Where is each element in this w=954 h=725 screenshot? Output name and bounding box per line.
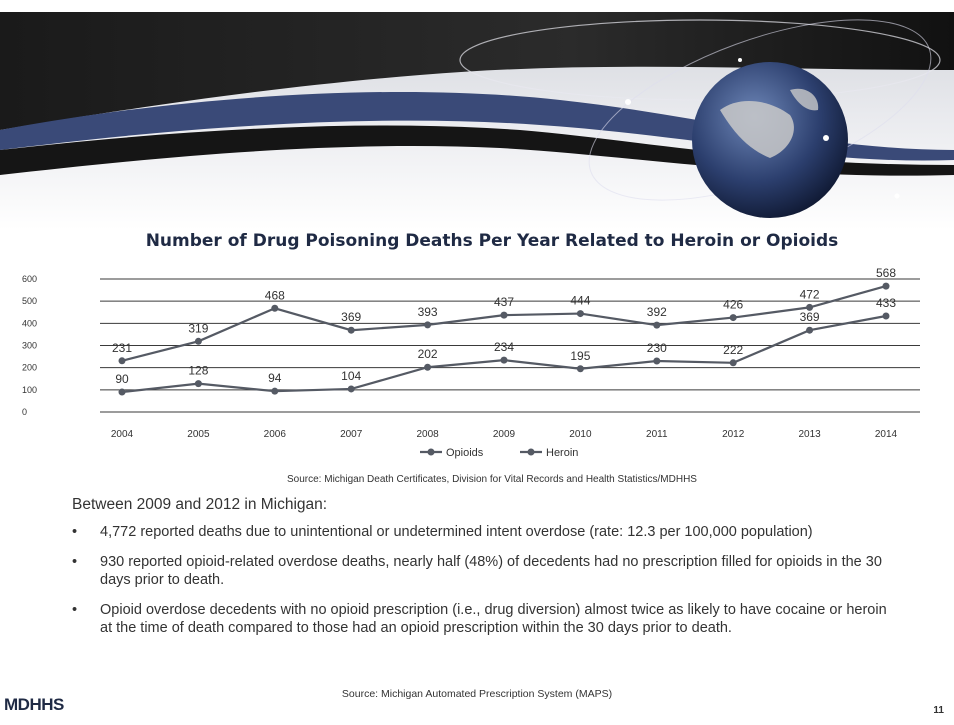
data-point-opioids: [194, 337, 202, 345]
data-point-heroin: [806, 326, 814, 334]
intro-text: Between 2009 and 2012 in Michigan:: [72, 496, 328, 513]
data-label-heroin: 433: [876, 296, 896, 310]
data-label-heroin: 195: [570, 349, 590, 363]
line-chart: 0 100 200 300 400 500 600 2004 2005 2006 2007 2008 2…: [22, 266, 920, 459]
data-label-opioids: 426: [723, 298, 743, 312]
data-label-opioids: 231: [112, 341, 132, 355]
data-point-heroin: [882, 312, 890, 320]
y-tick-label: 0: [22, 407, 27, 417]
bullet-dot: •: [72, 554, 78, 570]
data-point-heroin: [653, 357, 661, 365]
footer-source: Source: Michigan Automated Prescription …: [341, 688, 613, 700]
data-point-heroin: [576, 365, 584, 373]
data-label-opioids: 437: [494, 295, 514, 309]
x-tick-label: 2004: [111, 429, 134, 440]
data-point-opioids: [118, 357, 126, 365]
bullet-item: • 930 reported opioid-related overdose de…: [72, 553, 902, 589]
data-point-heroin: [194, 380, 202, 388]
x-tick-label: 2011: [646, 429, 668, 440]
data-point-heroin: [500, 356, 508, 364]
data-label-heroin: 202: [418, 347, 438, 361]
data-point-opioids: [576, 310, 584, 318]
data-point-opioids: [500, 311, 508, 319]
data-point-opioids: [806, 303, 814, 311]
x-tick-label: 2005: [187, 429, 210, 440]
x-tick-label: 2009: [493, 429, 516, 440]
legend-marker: [527, 448, 535, 456]
y-tick-label: 100: [22, 385, 37, 395]
x-tick-label: 2010: [569, 429, 592, 440]
data-point-heroin: [424, 363, 432, 371]
legend-label: Opioids: [446, 447, 484, 459]
bullet-item: • Opioid overdose decedents with no opioi…: [72, 601, 902, 637]
data-label-heroin: 104: [341, 369, 361, 383]
data-point-opioids: [729, 314, 737, 322]
data-point-opioids: [653, 321, 661, 329]
x-tick-label: 2006: [264, 429, 287, 440]
data-label-opioids: 444: [570, 294, 590, 308]
bullet-item: • 4,772 reported deaths due to unintentio…: [72, 523, 902, 541]
data-label-heroin: 234: [494, 340, 514, 354]
bullet-text: 4,772 reported deaths due to unintention…: [100, 524, 813, 540]
x-tick-label: 2007: [340, 429, 363, 440]
y-tick-label: 400: [22, 318, 37, 328]
data-label-heroin: 128: [188, 364, 208, 378]
data-label-heroin: 94: [268, 371, 282, 385]
mdhhs-logo: MDHHS: [4, 695, 64, 714]
x-tick-label: 2012: [722, 429, 745, 440]
data-label-heroin: 222: [723, 343, 743, 357]
data-label-opioids: 393: [418, 305, 438, 319]
page-number: 11: [933, 705, 944, 716]
x-tick-label: 2013: [798, 429, 821, 440]
bullet-text: 930 reported opioid-related overdose dea…: [100, 554, 882, 588]
data-label-opioids: 472: [800, 287, 820, 301]
bullet-dot: •: [72, 602, 78, 618]
legend-label: Heroin: [546, 447, 578, 459]
bullet-dot: •: [72, 524, 78, 540]
data-label-heroin: 230: [647, 341, 667, 355]
chart-source: Source: Michigan Death Certificates, Div…: [287, 474, 697, 485]
y-tick-label: 600: [22, 274, 37, 284]
data-label-heroin: 90: [115, 372, 129, 386]
banner-graphic: [0, 0, 954, 230]
data-label-opioids: 468: [265, 288, 285, 302]
bullet-list: • 4,772 reported deaths due to unintentio…: [72, 523, 902, 649]
data-point-opioids: [347, 326, 355, 334]
data-point-opioids: [424, 321, 432, 329]
y-tick-label: 500: [22, 296, 37, 306]
data-label-opioids: 392: [647, 305, 667, 319]
x-tick-label: 2008: [416, 429, 439, 440]
legend-marker: [427, 448, 435, 456]
data-point-opioids: [271, 304, 279, 312]
data-point-opioids: [882, 282, 890, 290]
data-point-heroin: [729, 359, 737, 367]
x-tick-label: 2014: [875, 429, 898, 440]
chart-title: Number of Drug Poisoning Deaths Per Year…: [145, 231, 839, 251]
data-point-heroin: [118, 388, 126, 396]
y-tick-label: 200: [22, 363, 37, 373]
data-point-heroin: [271, 387, 279, 395]
data-label-opioids: 319: [188, 321, 208, 335]
data-label-opioids: 568: [876, 266, 896, 280]
y-tick-label: 300: [22, 341, 37, 351]
bullet-text: Opioid overdose decedents with no opioid…: [100, 602, 887, 636]
data-label-heroin: 369: [800, 310, 820, 324]
data-point-heroin: [347, 385, 355, 393]
data-label-opioids: 369: [341, 310, 361, 324]
